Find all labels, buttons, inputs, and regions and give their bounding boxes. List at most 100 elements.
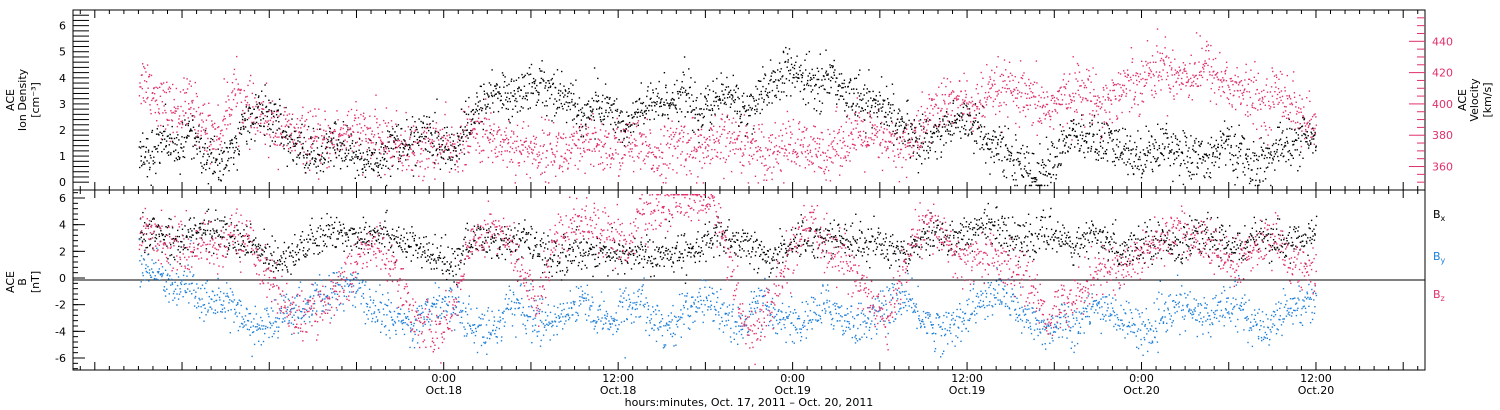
velocity-point <box>1251 104 1253 106</box>
density-point <box>330 160 332 162</box>
density-point <box>325 133 328 135</box>
velocity-point <box>1206 40 1208 43</box>
density-point <box>334 149 336 151</box>
density-point <box>256 116 258 119</box>
velocity-point <box>392 155 394 157</box>
density-point <box>721 83 723 85</box>
velocity-point <box>716 151 719 154</box>
velocity-point <box>1173 98 1175 100</box>
density-point <box>598 108 600 110</box>
velocity-point <box>713 125 715 127</box>
density-point <box>146 160 148 162</box>
velocity-point <box>887 146 889 148</box>
velocity-point <box>423 175 425 178</box>
velocity-point <box>589 118 592 120</box>
velocity-point <box>944 94 946 96</box>
velocity-point <box>619 168 621 171</box>
velocity-point <box>470 120 472 123</box>
velocity-point <box>1154 90 1156 92</box>
velocity-point <box>321 135 323 137</box>
density-point <box>384 145 386 147</box>
density-point <box>193 157 195 159</box>
density-point <box>150 184 152 186</box>
velocity-point <box>223 78 225 80</box>
velocity-point <box>811 155 813 158</box>
velocity-point <box>1228 102 1231 105</box>
velocity-point <box>198 123 200 126</box>
density-point <box>336 148 339 150</box>
density-point <box>395 139 397 141</box>
density-point <box>289 147 292 149</box>
velocity-point <box>799 144 802 146</box>
velocity-point <box>729 141 732 143</box>
density-point <box>546 105 548 107</box>
density-point <box>294 130 296 133</box>
density-point <box>414 121 416 123</box>
velocity-point <box>180 120 182 123</box>
x-axis-title: hours:minutes, Oct. 17, 2011 – Oct. 20, … <box>625 396 874 409</box>
velocity-point <box>1176 93 1178 95</box>
velocity-axis-title: ACE Velocity [km/s] <box>1456 78 1494 122</box>
density-point <box>645 105 647 107</box>
density-point <box>415 126 417 128</box>
density-point <box>257 96 260 99</box>
velocity-point <box>492 161 494 164</box>
density-point <box>320 158 322 160</box>
density-point <box>578 109 580 112</box>
velocity-point <box>1120 95 1123 98</box>
velocity-point <box>263 133 265 136</box>
velocity-point <box>552 164 554 166</box>
velocity-point <box>340 127 342 129</box>
velocity-point <box>851 133 853 135</box>
velocity-point <box>138 95 141 97</box>
velocity-point <box>857 136 859 139</box>
velocity-point <box>956 95 959 97</box>
velocity-point <box>229 115 231 117</box>
density-point <box>371 168 373 170</box>
velocity-point <box>788 143 790 146</box>
velocity-point <box>1216 71 1219 74</box>
velocity-point <box>286 114 288 116</box>
velocity-point <box>639 133 641 135</box>
velocity-point <box>1091 114 1093 116</box>
density-point <box>632 131 635 133</box>
velocity-point <box>723 125 725 128</box>
density-point <box>321 155 323 158</box>
velocity-point <box>680 164 682 166</box>
velocity-point <box>190 85 192 87</box>
velocity-point <box>606 164 608 166</box>
velocity-point <box>590 163 592 166</box>
velocity-point <box>963 72 965 75</box>
velocity-point <box>494 152 497 154</box>
bfield-tick-label: 6 <box>59 192 66 205</box>
density-point <box>601 112 603 114</box>
density-point <box>530 63 533 66</box>
velocity-point <box>206 132 208 135</box>
velocity-point <box>424 138 426 140</box>
density-point <box>820 110 822 113</box>
density-point <box>543 80 545 82</box>
velocity-point <box>290 136 292 138</box>
velocity-point <box>535 159 537 161</box>
density-point <box>740 121 742 124</box>
velocity-point <box>168 86 171 88</box>
velocity-point <box>513 133 515 135</box>
density-point <box>362 152 364 154</box>
density-point <box>466 129 468 131</box>
density-point <box>305 162 308 165</box>
velocity-point <box>992 105 994 108</box>
velocity-point <box>364 124 366 127</box>
density-point <box>243 112 245 115</box>
velocity-point <box>781 140 783 142</box>
velocity-point <box>1093 116 1096 118</box>
velocity-point <box>568 149 570 152</box>
velocity-point <box>1226 97 1228 99</box>
density-point <box>823 75 825 78</box>
velocity-point <box>359 123 361 125</box>
velocity-point <box>361 155 363 158</box>
velocity-point <box>1310 118 1312 121</box>
density-point <box>363 164 365 166</box>
density-point <box>285 131 288 133</box>
velocity-point <box>1105 121 1108 124</box>
velocity-point <box>1117 83 1119 85</box>
